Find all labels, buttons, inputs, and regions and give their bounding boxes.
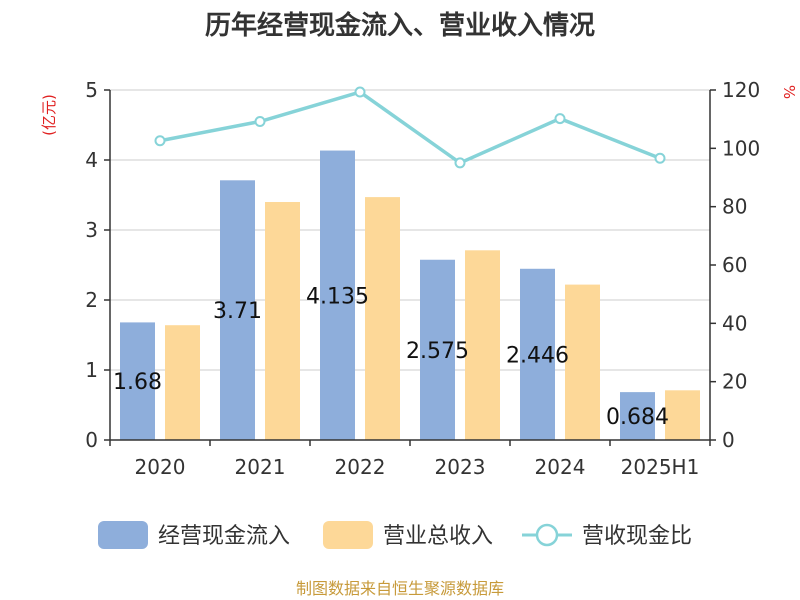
- right-tick-label: 40: [722, 311, 747, 335]
- revenue-bar: [565, 284, 600, 440]
- revenue-bar: [665, 390, 700, 440]
- left-tick-label: 5: [85, 78, 98, 102]
- cash-inflow-bar: [520, 268, 555, 440]
- ratio-point: [454, 157, 466, 169]
- revenue-bar: [165, 325, 200, 440]
- legend-swatch-ratio-marker: [535, 523, 559, 547]
- x-tick-label: 2020: [135, 455, 186, 479]
- left-axis-unit: (亿元): [40, 94, 58, 136]
- right-tick-label: 0: [722, 428, 735, 452]
- ratio-line: [154, 86, 666, 169]
- data-label: 1.68: [113, 370, 162, 395]
- revenue-bar: [265, 202, 300, 440]
- cash-inflow-bar: [220, 180, 255, 441]
- left-tick-label: 1: [85, 358, 98, 382]
- data-label: 3.71: [213, 299, 262, 324]
- source-note: 制图数据来自恒生聚源数据库: [296, 579, 504, 598]
- revenue-bar: [365, 197, 400, 440]
- chart-title: 历年经营现金流入、营业收入情况: [205, 10, 595, 41]
- data-label: 0.684: [606, 405, 669, 430]
- ratio-point: [554, 113, 566, 125]
- data-labels: 1.68 3.71 4.135 2.575 2.446 0.684: [113, 284, 669, 430]
- cash-inflow-bar: [420, 259, 455, 440]
- right-tick-label: 80: [722, 195, 747, 219]
- legend-swatch-cash-inflow: [98, 521, 148, 549]
- bars: [120, 150, 700, 441]
- ratio-point: [154, 135, 166, 147]
- x-tick-label: 2022: [335, 455, 386, 479]
- cash-inflow-bar: [620, 392, 655, 440]
- data-label: 2.446: [506, 343, 569, 368]
- legend-label-cash-inflow: 经营现金流入: [158, 524, 290, 549]
- x-tick-label: 2021: [235, 455, 286, 479]
- right-tick-label: 120: [722, 78, 760, 102]
- data-label: 4.135: [306, 284, 369, 309]
- x-tick-label: 2025H1: [621, 455, 700, 479]
- cash-inflow-bar: [120, 322, 155, 440]
- ratio-point: [354, 86, 366, 98]
- x-tick-label: 2024: [535, 455, 586, 479]
- cash-inflow-bar: [320, 150, 355, 441]
- x-tick-label: 2023: [435, 455, 486, 479]
- legend: 经营现金流入 营业总收入 营收现金比: [98, 521, 692, 549]
- data-label: 2.575: [406, 339, 469, 364]
- legend-swatch-revenue: [323, 521, 373, 549]
- legend-label-ratio: 营收现金比: [582, 524, 692, 549]
- ratio-point: [654, 152, 666, 164]
- right-tick-label: 100: [722, 136, 760, 160]
- right-tick-label: 60: [722, 253, 747, 277]
- right-axis-unit: %: [780, 85, 798, 99]
- left-tick-label: 4: [85, 148, 98, 172]
- ratio-line-path: [159, 90, 661, 165]
- ratio-point: [254, 116, 266, 127]
- right-tick-label: 20: [722, 370, 747, 394]
- legend-label-revenue: 营业总收入: [383, 524, 493, 549]
- revenue-bar: [465, 250, 500, 440]
- grid: [110, 89, 710, 371]
- left-tick-label: 3: [85, 218, 98, 242]
- left-tick-label: 0: [85, 428, 98, 452]
- left-tick-label: 2: [85, 288, 98, 312]
- axes: 0 1 2 3 4 5 0 20 40 60 80 100 120 2020 2021 2022 2023 202…: [85, 78, 760, 479]
